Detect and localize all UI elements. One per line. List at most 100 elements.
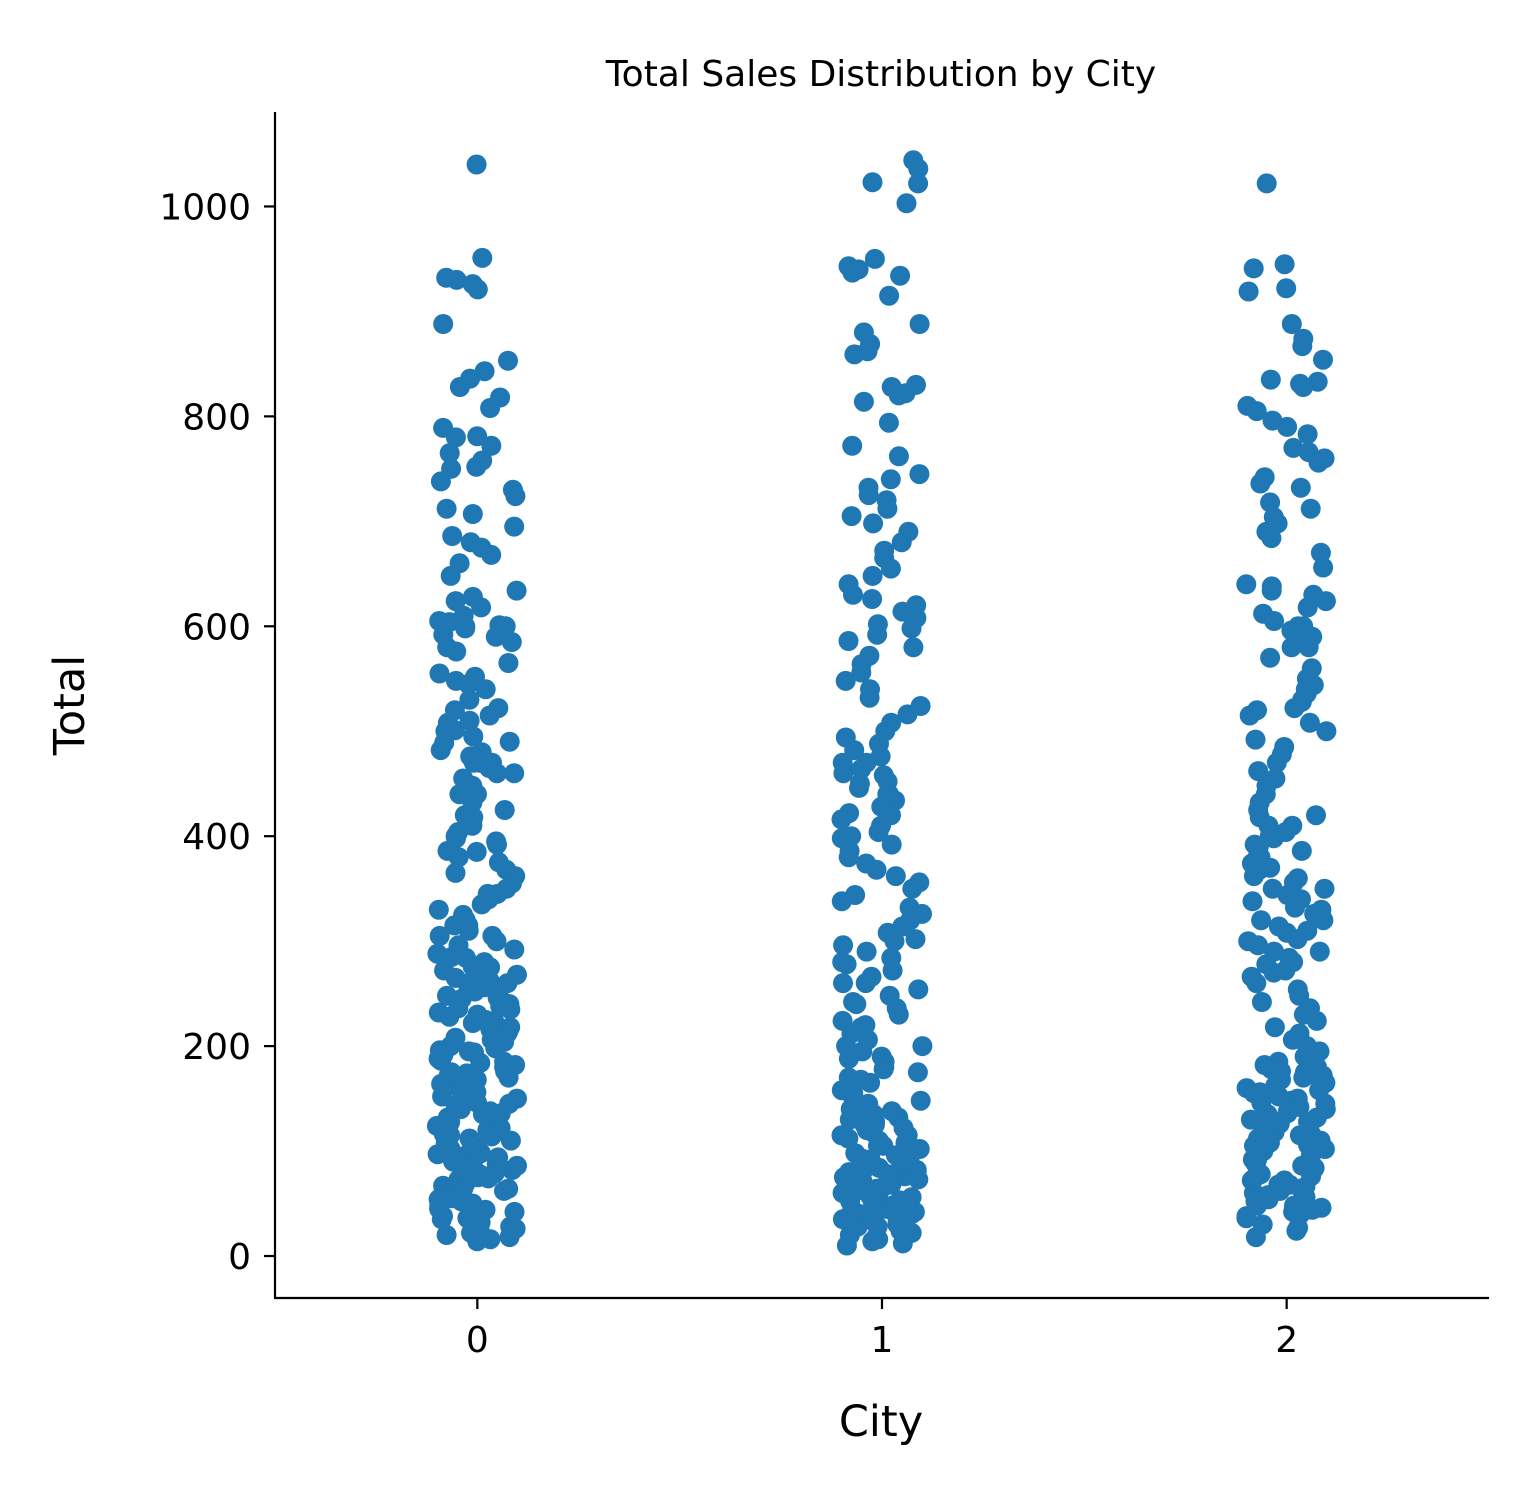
data-point-city-1-193 (910, 1090, 931, 1111)
data-point-city-2-2 (1243, 258, 1264, 279)
data-point-city-2-183 (1295, 1176, 1316, 1197)
data-point-city-0-1 (472, 247, 493, 268)
data-point-city-2-97 (1306, 1010, 1327, 1031)
data-point-city-2-16 (1277, 416, 1298, 437)
data-point-city-1-8 (842, 262, 863, 283)
data-point-city-0-208 (441, 946, 462, 967)
data-point-city-0-48 (475, 679, 496, 700)
data-point-city-2-5 (1281, 314, 1302, 334)
data-point-city-2-31 (1310, 542, 1331, 563)
data-point-city-2-207 (1247, 700, 1267, 721)
data-point-city-1-21 (878, 412, 899, 433)
data-point-city-2-23 (1250, 473, 1271, 494)
data-point-city-0-23 (505, 486, 526, 507)
data-point-city-0-210 (445, 967, 466, 988)
data-point-city-0-230 (431, 1209, 452, 1230)
data-point-city-0-170 (498, 1067, 519, 1088)
data-point-city-0-7 (498, 350, 518, 371)
data-point-city-1-80 (866, 859, 887, 880)
data-point-city-1-178 (862, 1122, 883, 1143)
data-point-city-0-243 (429, 611, 450, 631)
data-point-city-2-33 (1236, 574, 1257, 595)
data-point-city-0-16 (481, 435, 502, 456)
data-point-city-0-26 (504, 516, 525, 537)
data-point-city-1-78 (838, 847, 859, 868)
data-point-city-0-215 (458, 1041, 479, 1062)
data-point-city-0-15 (445, 427, 466, 448)
data-point-city-1-216 (849, 773, 870, 794)
data-point-city-1-3 (908, 173, 929, 194)
data-point-city-2-54 (1316, 721, 1337, 742)
data-point-city-2-163 (1248, 1128, 1268, 1149)
x-axis-ticks: 0 1 2 (466, 1298, 1298, 1361)
data-point-city-0-27 (442, 526, 463, 546)
data-point-city-1-37 (862, 565, 883, 586)
data-point-city-1-186 (838, 1206, 859, 1227)
data-point-city-1-202 (899, 1151, 920, 1172)
data-point-city-0-6 (433, 314, 454, 334)
data-point-city-0-213 (500, 999, 521, 1020)
data-point-city-1-5 (864, 248, 885, 269)
data-point-city-2-74 (1243, 866, 1264, 887)
data-point-city-0-43 (501, 632, 522, 652)
data-point-city-0-175 (500, 1130, 521, 1151)
data-point-city-0-214 (475, 1009, 496, 1030)
data-point-city-0-17 (439, 443, 460, 464)
data-point-city-1-25 (880, 469, 901, 490)
data-point-city-0-227 (468, 1167, 489, 1188)
data-point-city-2-32 (1313, 557, 1334, 578)
data-point-city-2-165 (1242, 1149, 1263, 1170)
data-point-city-0-25 (462, 504, 483, 524)
data-point-city-0-180 (462, 1193, 483, 1214)
data-point-city-1-51 (851, 662, 872, 683)
y-tick-label-200: 200 (182, 1027, 251, 1068)
data-point-city-0-19 (466, 456, 487, 477)
data-point-city-0-235 (435, 721, 456, 742)
data-point-city-2-59 (1248, 761, 1269, 782)
data-point-city-2-175 (1251, 1092, 1272, 1113)
data-point-city-2-40 (1264, 611, 1285, 631)
data-point-city-0-182 (505, 1218, 526, 1239)
data-point-city-0-219 (460, 1083, 481, 1104)
data-point-city-0-35 (445, 591, 466, 612)
data-point-city-0-36 (471, 597, 492, 618)
data-point-city-0-45 (498, 653, 519, 673)
data-point-city-1-46 (867, 624, 888, 645)
data-point-city-0-245 (449, 784, 470, 805)
data-point-city-0-205 (468, 1214, 489, 1235)
data-point-city-1-20 (853, 391, 874, 412)
data-point-city-2-192 (1238, 931, 1259, 952)
data-point-city-2-173 (1310, 1071, 1331, 1092)
data-point-city-0-240 (437, 637, 458, 658)
data-point-city-1-212 (855, 1015, 876, 1036)
data-point-city-2-188 (1291, 889, 1311, 910)
data-point-city-0-231 (486, 763, 507, 784)
data-point-city-1-61 (844, 740, 865, 761)
data-point-city-1-113 (907, 1062, 928, 1083)
data-point-city-2-35 (1261, 580, 1282, 601)
data-point-city-2-30 (1261, 528, 1282, 549)
data-point-city-2-24 (1290, 477, 1311, 498)
data-point-city-0-41 (455, 618, 476, 639)
data-point-city-1-188 (862, 1231, 883, 1252)
data-point-city-1-190 (873, 1059, 894, 1080)
data-point-city-1-213 (912, 1036, 933, 1057)
data-point-city-0-33 (506, 580, 527, 601)
data-point-city-1-48 (903, 637, 924, 658)
data-points (426, 150, 1337, 1256)
data-point-city-1-197 (908, 1169, 929, 1190)
data-point-city-1-23 (888, 446, 909, 467)
data-point-city-1-215 (833, 763, 854, 784)
data-point-city-2-70 (1291, 840, 1312, 861)
x-tick-label-0: 0 (466, 1320, 489, 1361)
data-point-city-1-22 (842, 435, 863, 456)
data-point-city-0-24 (436, 498, 457, 519)
data-point-city-1-47 (838, 631, 859, 651)
data-point-city-1-176 (901, 1222, 922, 1243)
data-point-city-2-182 (1244, 1168, 1265, 1189)
data-point-city-0-49 (459, 689, 480, 710)
data-point-city-0-198 (481, 1126, 502, 1147)
data-point-city-2-17 (1297, 424, 1318, 445)
data-point-city-2-107 (1293, 1067, 1314, 1088)
